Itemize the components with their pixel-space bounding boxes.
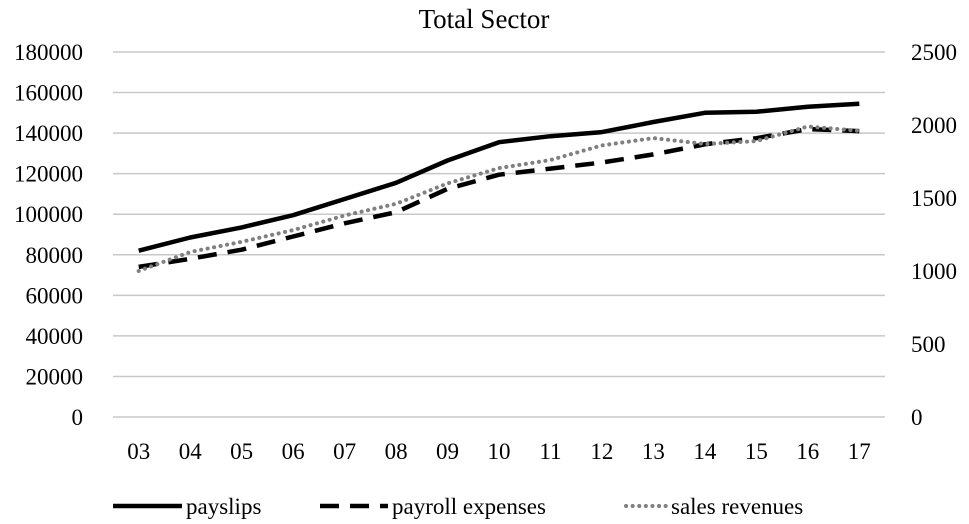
left-axis-tick-label: 20000 <box>26 364 84 389</box>
series-lines <box>136 101 862 273</box>
x-axis-tick-label: 05 <box>230 439 253 464</box>
left-axis-tick-label: 0 <box>72 405 84 430</box>
legend-item: payroll expenses <box>320 494 546 519</box>
series-line-payroll-expenses <box>138 126 860 270</box>
right-axis-tick-label: 2500 <box>911 40 957 65</box>
x-axis-tick-label: 14 <box>693 439 717 464</box>
x-axis-tick-label: 03 <box>127 439 150 464</box>
x-axis-tick-label: 13 <box>642 439 665 464</box>
left-axis-tick-label: 60000 <box>26 283 84 308</box>
right-axis-tick-label: 1000 <box>911 259 957 284</box>
left-axis-tick-label: 120000 <box>14 162 83 187</box>
x-axis-tick-label: 08 <box>385 439 408 464</box>
left-axis-tick-label: 140000 <box>14 121 83 146</box>
x-axis-tick-label: 17 <box>848 439 871 464</box>
right-axis-tick-label: 500 <box>911 332 946 357</box>
right-axis-tick-label: 0 <box>911 405 923 430</box>
x-axis-tick-label: 12 <box>590 439 613 464</box>
legend: payslips payroll expenses sales revenues <box>113 494 803 519</box>
legend-item: sales revenues <box>624 494 803 519</box>
series-line-sales-revenues <box>136 124 862 273</box>
legend-label: sales revenues <box>671 494 803 519</box>
legend-label: payroll expenses <box>392 494 546 519</box>
x-axis-tick-label: 09 <box>436 439 459 464</box>
left-axis-tick-label: 100000 <box>14 202 83 227</box>
legend-label: payslips <box>186 494 261 519</box>
legend-item: payslips <box>113 494 261 519</box>
left-axis-tick-label: 40000 <box>26 324 84 349</box>
x-axis-tick-label: 11 <box>539 439 561 464</box>
x-axis-tick-label: 15 <box>745 439 768 464</box>
right-axis-tick-label: 2000 <box>911 113 957 138</box>
left-axis-tick-label: 160000 <box>14 81 83 106</box>
x-axis-tick-label: 06 <box>282 439 305 464</box>
right-axis-tick-label: 1500 <box>911 186 957 211</box>
chart-title: Total Sector <box>419 4 550 34</box>
left-axis-ticks: 0 20000 40000 60000 80000 100000 120000 140000 1… <box>14 40 83 430</box>
series-line-payslips <box>138 101 860 253</box>
x-axis-tick-label: 04 <box>179 439 203 464</box>
x-axis-tick-label: 07 <box>333 439 356 464</box>
left-axis-tick-label: 180000 <box>14 40 83 65</box>
left-axis-tick-label: 80000 <box>26 243 84 268</box>
gridlines <box>113 51 885 418</box>
x-axis-ticks: 03 04 05 06 07 08 09 10 11 12 13 14 15 16 17 <box>127 439 871 464</box>
x-axis-tick-label: 10 <box>488 439 511 464</box>
x-axis-tick-label: 16 <box>796 439 819 464</box>
right-axis-ticks: 0 500 1000 1500 2000 2500 <box>911 40 957 430</box>
